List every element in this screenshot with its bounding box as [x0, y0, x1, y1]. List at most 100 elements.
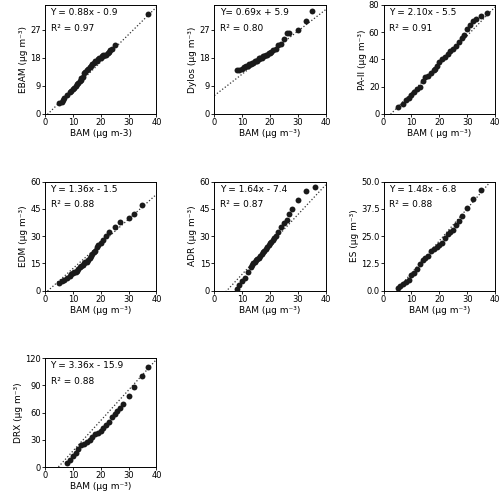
Point: [430, 67, 438, 75]
Point: [138, 201, 146, 209]
Point: [83, 438, 91, 446]
Point: [259, 52, 267, 60]
Point: [458, 213, 466, 221]
Point: [58, 97, 66, 105]
Point: [66, 272, 74, 280]
Point: [463, 204, 471, 212]
Point: [441, 234, 449, 242]
Point: [280, 219, 288, 227]
Point: [258, 250, 266, 258]
Point: [418, 78, 426, 85]
Point: [100, 52, 108, 60]
Point: [116, 404, 124, 412]
Point: [110, 41, 118, 49]
Point: [282, 216, 290, 224]
Point: [250, 257, 258, 265]
Point: [88, 250, 96, 258]
Point: [102, 421, 110, 429]
Point: [119, 400, 127, 408]
Point: [90, 248, 98, 256]
Point: [58, 277, 66, 285]
Point: [272, 232, 280, 240]
Point: [466, 21, 474, 29]
Text: R² = 0.97: R² = 0.97: [50, 23, 94, 32]
Point: [77, 74, 85, 82]
Point: [430, 245, 438, 253]
Point: [96, 240, 104, 248]
Point: [263, 243, 271, 251]
Point: [280, 35, 288, 43]
Point: [310, 183, 318, 191]
Point: [114, 407, 122, 415]
Point: [72, 82, 80, 90]
Point: [416, 83, 424, 91]
Point: [262, 245, 270, 253]
Point: [66, 456, 74, 464]
Point: [452, 42, 460, 50]
Point: [80, 439, 88, 447]
Point: [438, 239, 446, 247]
Point: [246, 60, 254, 68]
Point: [84, 256, 92, 264]
Text: Y = 1.48x - 6.8: Y = 1.48x - 6.8: [389, 185, 456, 194]
Point: [92, 57, 100, 65]
Point: [94, 429, 102, 437]
Point: [477, 186, 485, 194]
Point: [408, 91, 416, 99]
Point: [80, 259, 88, 267]
Point: [254, 255, 262, 263]
Point: [55, 279, 63, 287]
Point: [277, 223, 285, 231]
Point: [436, 241, 444, 249]
Point: [241, 274, 249, 282]
Point: [60, 276, 68, 284]
Point: [455, 217, 463, 225]
Point: [418, 256, 426, 264]
Point: [72, 449, 80, 457]
Point: [248, 59, 256, 67]
Point: [477, 12, 485, 20]
Point: [394, 103, 402, 111]
Point: [294, 196, 302, 204]
Text: Y = 1.64x - 7.4: Y = 1.64x - 7.4: [220, 185, 287, 194]
Point: [436, 58, 444, 66]
Point: [73, 266, 81, 274]
Point: [86, 63, 94, 71]
Point: [444, 230, 452, 238]
Point: [70, 268, 78, 276]
Point: [69, 452, 77, 460]
Text: Y = 3.36x - 15.9: Y = 3.36x - 15.9: [50, 361, 124, 370]
Point: [101, 51, 109, 59]
Point: [232, 285, 240, 293]
Point: [102, 51, 110, 59]
Point: [98, 52, 106, 60]
Point: [269, 46, 277, 54]
Point: [87, 252, 95, 260]
Text: Y = 1.36x - 1.5: Y = 1.36x - 1.5: [50, 185, 118, 194]
Point: [86, 254, 94, 262]
Point: [288, 205, 296, 213]
Point: [96, 427, 104, 435]
X-axis label: BAM ( μg m⁻³): BAM ( μg m⁻³): [407, 129, 472, 138]
Point: [108, 45, 116, 53]
Text: Y = 0.88x - 0.9: Y = 0.88x - 0.9: [50, 8, 118, 17]
Point: [236, 67, 244, 75]
Point: [55, 99, 63, 107]
Point: [410, 88, 418, 96]
Text: Y= 0.69x + 5.9: Y= 0.69x + 5.9: [220, 8, 289, 17]
Point: [69, 269, 77, 277]
X-axis label: BAM (μg m⁻³): BAM (μg m⁻³): [240, 306, 300, 315]
Point: [64, 459, 72, 467]
Point: [410, 269, 418, 277]
Point: [110, 223, 118, 231]
Point: [76, 263, 84, 271]
Point: [402, 96, 410, 104]
Point: [77, 262, 85, 270]
Point: [245, 60, 253, 68]
Point: [413, 265, 421, 273]
Point: [286, 210, 294, 218]
Point: [91, 430, 99, 438]
Point: [282, 29, 290, 37]
Point: [258, 54, 266, 62]
Y-axis label: EBAM (μg m⁻³): EBAM (μg m⁻³): [19, 26, 28, 93]
